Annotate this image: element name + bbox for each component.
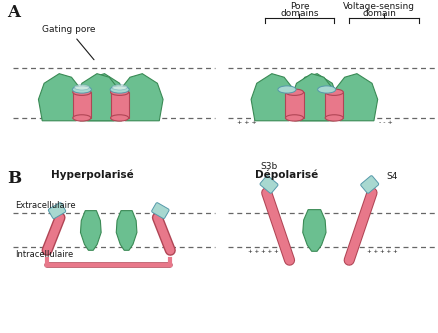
Polygon shape bbox=[39, 74, 82, 121]
Ellipse shape bbox=[286, 115, 304, 121]
FancyBboxPatch shape bbox=[152, 203, 169, 218]
Ellipse shape bbox=[112, 85, 127, 90]
Ellipse shape bbox=[74, 85, 90, 90]
Bar bbox=[110, 92, 129, 118]
FancyBboxPatch shape bbox=[48, 203, 66, 218]
Text: Gating pore: Gating pore bbox=[42, 25, 96, 60]
Polygon shape bbox=[120, 74, 163, 121]
Ellipse shape bbox=[325, 115, 343, 121]
Text: Intracellulaire: Intracellulaire bbox=[15, 250, 74, 259]
Text: - - +: - - + bbox=[379, 121, 393, 126]
Text: + + +: + + + bbox=[237, 121, 257, 126]
Polygon shape bbox=[82, 74, 125, 121]
Polygon shape bbox=[76, 74, 120, 121]
Ellipse shape bbox=[110, 86, 129, 93]
Polygon shape bbox=[291, 74, 334, 121]
Polygon shape bbox=[334, 74, 378, 121]
Ellipse shape bbox=[286, 89, 304, 95]
Ellipse shape bbox=[72, 86, 92, 93]
Polygon shape bbox=[251, 74, 294, 121]
FancyBboxPatch shape bbox=[260, 175, 278, 193]
Text: domain: domain bbox=[362, 9, 396, 18]
Polygon shape bbox=[294, 74, 338, 121]
Text: S3b: S3b bbox=[260, 162, 277, 171]
Text: domains: domains bbox=[280, 9, 319, 18]
Bar bbox=[73, 92, 91, 118]
Ellipse shape bbox=[318, 86, 336, 93]
Text: Dépolarisé: Dépolarisé bbox=[255, 170, 318, 180]
Polygon shape bbox=[303, 210, 326, 251]
Text: Hyperpolarisé: Hyperpolarisé bbox=[51, 170, 134, 180]
Polygon shape bbox=[81, 211, 101, 250]
Text: A: A bbox=[7, 4, 20, 21]
Bar bbox=[325, 92, 343, 118]
Ellipse shape bbox=[73, 115, 91, 121]
Text: Extracellulaire: Extracellulaire bbox=[15, 201, 76, 210]
Polygon shape bbox=[116, 211, 137, 250]
Ellipse shape bbox=[325, 89, 343, 95]
Text: S4: S4 bbox=[386, 172, 397, 181]
Text: Voltage-sensing: Voltage-sensing bbox=[343, 2, 415, 11]
Ellipse shape bbox=[110, 89, 129, 95]
Bar bbox=[286, 92, 304, 118]
Ellipse shape bbox=[73, 89, 91, 95]
Text: + + + + +: + + + + + bbox=[367, 249, 398, 254]
Ellipse shape bbox=[278, 86, 296, 93]
Text: + + + + +: + + + + + bbox=[248, 249, 279, 254]
Ellipse shape bbox=[110, 115, 129, 121]
FancyBboxPatch shape bbox=[361, 175, 379, 193]
Text: Pore: Pore bbox=[290, 2, 309, 11]
Text: B: B bbox=[7, 170, 21, 187]
